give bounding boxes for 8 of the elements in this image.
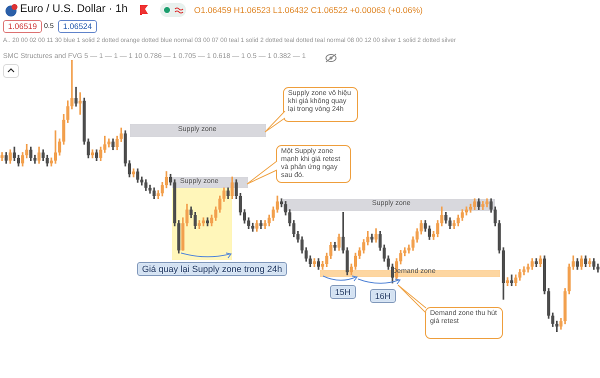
candlestick xyxy=(54,130,58,164)
chart-title: Euro / U.S. Dollar · 1h xyxy=(20,3,128,15)
annotation: 15H xyxy=(330,285,356,299)
chart-subtitle: O1.06459 H1.06523 L1.06432 C1.06522 +0.00063 (+0.06%) xyxy=(194,5,423,15)
annotation: Giá quay lại Supply zone trong 24h xyxy=(137,262,288,276)
text: 1.06519 xyxy=(3,20,42,33)
text: 1.06524 xyxy=(58,20,97,33)
annotation: 16H xyxy=(370,289,396,303)
